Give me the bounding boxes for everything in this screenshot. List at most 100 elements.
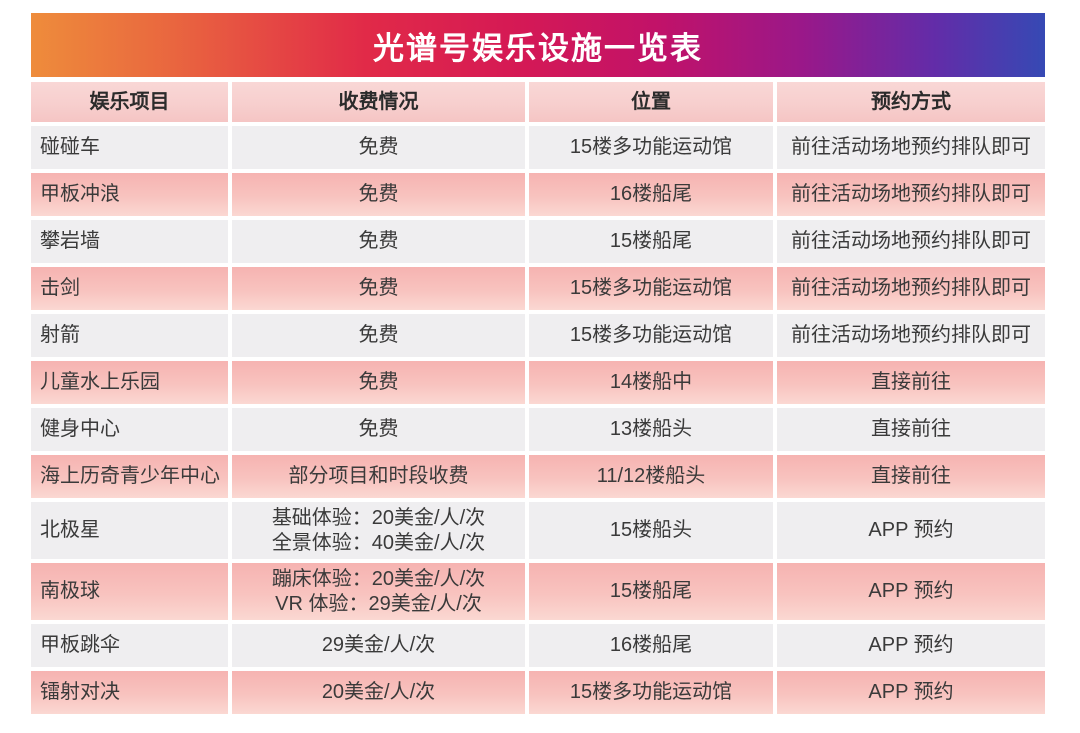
- project-cell: 甲板跳伞: [31, 624, 228, 667]
- cell-line: 甲板跳伞: [40, 634, 120, 657]
- cell-line: 免费: [358, 183, 399, 206]
- cell-line: 15楼船尾: [609, 230, 693, 253]
- project-cell: 甲板冲浪: [31, 173, 228, 216]
- project-cell: 南极球: [31, 563, 228, 620]
- cell-line: 健身中心: [40, 418, 120, 441]
- table-title-bar: 光谱号娱乐设施一览表: [31, 13, 1045, 77]
- cell-line: 直接前往: [871, 465, 951, 488]
- cell-line: 碰碰车: [40, 136, 100, 159]
- cell-line: 直接前往: [871, 371, 951, 394]
- location-cell: 14楼船中: [529, 361, 773, 404]
- column-header-fee: 收费情况: [232, 82, 525, 122]
- fee-cell: 20美金/人/次: [232, 671, 525, 714]
- project-cell: 射箭: [31, 314, 228, 357]
- project-cell: 海上历奇青少年中心: [31, 455, 228, 498]
- location-cell: 13楼船头: [529, 408, 773, 451]
- project-cell: 碰碰车: [31, 126, 228, 169]
- table-row: 射箭 免费 15楼多功能运动馆 前往活动场地预约排队即可: [31, 314, 1045, 357]
- column-header-project: 娱乐项目: [31, 82, 228, 122]
- project-cell: 镭射对决: [31, 671, 228, 714]
- fee-cell: 蹦床体验：20美金/人/次 VR 体验：29美金/人/次: [232, 563, 525, 620]
- cell-line: 免费: [358, 277, 399, 300]
- table-row: 海上历奇青少年中心 部分项目和时段收费 11/12楼船头 直接前往: [31, 455, 1045, 498]
- facilities-table: 光谱号娱乐设施一览表 娱乐项目 收费情况 位置 预约方式 碰碰车 免费 15楼多功能…: [31, 13, 1045, 714]
- cell-line: 部分项目和时段收费: [288, 465, 469, 488]
- project-cell: 健身中心: [31, 408, 228, 451]
- table-row: 甲板冲浪 免费 16楼船尾 前往活动场地预约排队即可: [31, 173, 1045, 216]
- cell-line: 北极星: [40, 519, 100, 542]
- fee-cell: 29美金/人/次: [232, 624, 525, 667]
- table-row: 碰碰车 免费 15楼多功能运动馆 前往活动场地预约排队即可: [31, 126, 1045, 169]
- cell-line: 16楼船尾: [609, 634, 693, 657]
- table-row: 儿童水上乐园 免费 14楼船中 直接前往: [31, 361, 1045, 404]
- cell-line: 攀岩墙: [40, 230, 100, 253]
- fee-cell: 基础体验：20美金/人/次 全景体验：40美金/人/次: [232, 502, 525, 559]
- column-header-location: 位置: [529, 82, 773, 122]
- cell-line: 15楼多功能运动馆: [569, 136, 733, 159]
- table-header-row: 娱乐项目 收费情况 位置 预约方式: [31, 82, 1045, 122]
- cell-line: 15楼船头: [609, 519, 693, 542]
- cell-line: 儿童水上乐园: [40, 371, 160, 394]
- cell-line: 前往活动场地预约排队即可: [791, 230, 1031, 253]
- cell-line: 免费: [358, 418, 399, 441]
- booking-cell: APP 预约: [777, 671, 1045, 714]
- cell-line: 直接前往: [871, 418, 951, 441]
- cell-line: 免费: [358, 230, 399, 253]
- fee-cell: 免费: [232, 220, 525, 263]
- booking-cell: APP 预约: [777, 502, 1045, 559]
- fee-cell: 免费: [232, 126, 525, 169]
- table-body: 碰碰车 免费 15楼多功能运动馆 前往活动场地预约排队即可 甲板冲浪 免费 16楼船尾 前往活…: [31, 126, 1045, 714]
- cell-line: APP 预约: [868, 634, 954, 657]
- booking-cell: 直接前往: [777, 408, 1045, 451]
- booking-cell: 直接前往: [777, 455, 1045, 498]
- cell-line: 20美金/人/次: [321, 681, 436, 704]
- cell-line: 15楼多功能运动馆: [569, 324, 733, 347]
- cell-line: 免费: [358, 136, 399, 159]
- fee-cell: 免费: [232, 408, 525, 451]
- table-row: 镭射对决 20美金/人/次 15楼多功能运动馆 APP 预约: [31, 671, 1045, 714]
- booking-cell: APP 预约: [777, 624, 1045, 667]
- location-cell: 15楼船头: [529, 502, 773, 559]
- location-cell: 15楼多功能运动馆: [529, 267, 773, 310]
- location-cell: 15楼多功能运动馆: [529, 126, 773, 169]
- booking-cell: 前往活动场地预约排队即可: [777, 173, 1045, 216]
- cell-line: 前往活动场地预约排队即可: [791, 183, 1031, 206]
- cell-line: 前往活动场地预约排队即可: [791, 136, 1031, 159]
- booking-cell: 前往活动场地预约排队即可: [777, 220, 1045, 263]
- table-row: 南极球 蹦床体验：20美金/人/次 VR 体验：29美金/人/次 15楼船尾 APP 预…: [31, 563, 1045, 620]
- cell-line: 15楼多功能运动馆: [569, 277, 733, 300]
- fee-cell: 免费: [232, 361, 525, 404]
- booking-cell: 直接前往: [777, 361, 1045, 404]
- column-header-booking: 预约方式: [777, 82, 1045, 122]
- table-row: 击剑 免费 15楼多功能运动馆 前往活动场地预约排队即可: [31, 267, 1045, 310]
- fee-cell: 部分项目和时段收费: [232, 455, 525, 498]
- booking-cell: 前往活动场地预约排队即可: [777, 314, 1045, 357]
- cell-line: 前往活动场地预约排队即可: [791, 277, 1031, 300]
- booking-cell: 前往活动场地预约排队即可: [777, 267, 1045, 310]
- cell-line: 29美金/人/次: [321, 634, 436, 657]
- cell-line: 射箭: [40, 324, 80, 347]
- table-row: 健身中心 免费 13楼船头 直接前往: [31, 408, 1045, 451]
- cell-line: 击剑: [40, 277, 80, 300]
- location-cell: 15楼船尾: [529, 220, 773, 263]
- booking-cell: 前往活动场地预约排队即可: [777, 126, 1045, 169]
- cell-line: 13楼船头: [609, 418, 693, 441]
- project-cell: 攀岩墙: [31, 220, 228, 263]
- fee-cell: 免费: [232, 267, 525, 310]
- location-cell: 15楼多功能运动馆: [529, 314, 773, 357]
- location-cell: 16楼船尾: [529, 173, 773, 216]
- cell-line: APP 预约: [868, 519, 954, 542]
- cell-line: APP 预约: [868, 580, 954, 603]
- cell-line: 免费: [358, 371, 399, 394]
- booking-cell: APP 预约: [777, 563, 1045, 620]
- cell-line: 15楼船尾: [609, 580, 693, 603]
- project-cell: 击剑: [31, 267, 228, 310]
- cell-line: 14楼船中: [609, 371, 693, 394]
- cell-line: 海上历奇青少年中心: [40, 465, 220, 488]
- cell-line: VR 体验：29美金/人/次: [275, 592, 482, 615]
- location-cell: 11/12楼船头: [529, 455, 773, 498]
- cell-line: 16楼船尾: [609, 183, 693, 206]
- fee-cell: 免费: [232, 314, 525, 357]
- cell-line: 全景体验：40美金/人/次: [271, 531, 486, 554]
